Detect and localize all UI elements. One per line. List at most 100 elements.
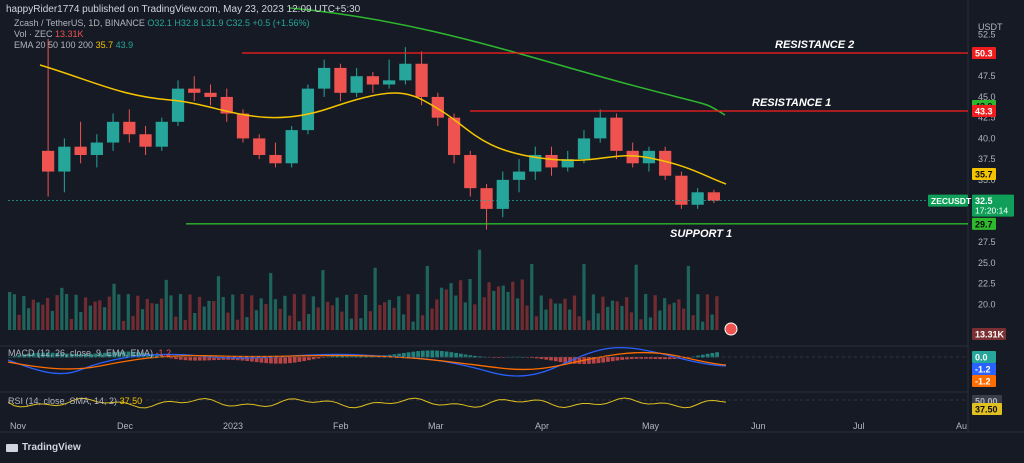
- volume-bar: [682, 308, 686, 330]
- macd-histogram-bar: [705, 353, 710, 358]
- support-badge-bg: [972, 217, 996, 230]
- macd-histogram-bar: [620, 357, 625, 360]
- macd-histogram-bar: [321, 357, 326, 358]
- volume-bar: [558, 303, 562, 330]
- resistance-2-badge: 50.3: [975, 48, 993, 58]
- volume-bar: [235, 319, 240, 330]
- macd-histogram-bar: [235, 357, 240, 361]
- macd-histogram-bar: [216, 357, 221, 360]
- macd-histogram-bar: [354, 355, 359, 358]
- volume-bar: [41, 304, 45, 330]
- time-axis-tick: Feb: [333, 421, 349, 431]
- macd-histogram-bar: [197, 357, 202, 361]
- volume-bar: [596, 313, 600, 330]
- volume-bar: [250, 295, 254, 330]
- candle-body: [691, 192, 704, 205]
- volume-bar: [468, 279, 472, 330]
- volume-legend[interactable]: Vol · ZEC 13.31K: [14, 29, 84, 39]
- price-axis-tick: 22.5: [978, 279, 996, 289]
- rsi-label: RSI (14, close, SMA, 14, 2): [8, 396, 118, 406]
- macd-histogram-bar: [292, 357, 297, 363]
- macd-histogram-bar: [663, 357, 667, 360]
- macd-histogram-bar: [435, 350, 439, 358]
- volume-bar: [83, 297, 88, 330]
- volume-bar: [311, 296, 316, 330]
- macd-histogram-bar: [202, 357, 207, 361]
- resistance-1-label: RESISTANCE 1: [752, 97, 831, 109]
- candle-body: [204, 92, 217, 97]
- macd-histogram-bar: [587, 357, 591, 364]
- rsi-legend[interactable]: RSI (14, close, SMA, 14, 2) 37.50: [8, 396, 142, 406]
- volume-bar: [435, 299, 439, 330]
- macd-histogram-bar: [74, 353, 79, 358]
- volume-bar: [582, 264, 586, 330]
- volume-bar: [302, 294, 306, 330]
- macd-zero-badge-bg: [972, 351, 996, 363]
- volume-bar: [112, 283, 116, 330]
- volume-bar: [425, 265, 429, 330]
- volume-bar: [121, 320, 126, 330]
- volume-bar: [231, 294, 235, 330]
- support-1-label: SUPPORT 1: [670, 228, 732, 240]
- macd-histogram-bar: [501, 357, 506, 358]
- macd-histogram-bar: [606, 357, 610, 362]
- macd-histogram-bar: [26, 353, 31, 358]
- macd-histogram-bar: [297, 357, 302, 362]
- macd-histogram-bar: [264, 357, 269, 364]
- macd-histogram-bar: [60, 353, 64, 358]
- macd-histogram-bar: [525, 357, 530, 358]
- macd-histogram-bar: [64, 353, 69, 358]
- volume-bar: [79, 311, 83, 330]
- volume-bar: [710, 314, 714, 330]
- macd-histogram-bar: [169, 357, 174, 359]
- volume-bar: [354, 294, 358, 330]
- volume-badge-bg: [972, 328, 1006, 340]
- macd-histogram-bar: [188, 357, 193, 361]
- macd-histogram-bar: [259, 357, 264, 363]
- macd-label: MACD (12, 26, close, 9, EMA, EMA): [8, 348, 154, 358]
- macd-histogram-bar: [553, 357, 558, 362]
- candle-body: [480, 188, 493, 209]
- candle-body: [496, 179, 509, 209]
- candle-body: [285, 130, 298, 164]
- volume-bar: [454, 295, 458, 330]
- volume-bar: [174, 316, 178, 330]
- macd-histogram-bar: [112, 352, 117, 358]
- macd-histogram-bar: [278, 357, 283, 364]
- time-axis-tick: Jun: [751, 421, 766, 431]
- symbol-legend[interactable]: Zcash / TetherUS, 1D, BINANCE O32.1 H32.…: [14, 18, 310, 28]
- macd-histogram-bar: [273, 357, 278, 364]
- volume-bar: [430, 308, 434, 330]
- macd-histogram-bar: [174, 357, 178, 360]
- candle-body: [139, 134, 152, 147]
- volume-bar: [705, 294, 710, 330]
- volume-bar: [644, 294, 648, 330]
- macd-histogram-bar: [178, 357, 183, 360]
- volume-bar: [8, 292, 12, 330]
- volume-bar: [577, 316, 581, 330]
- volume-bar: [487, 282, 491, 330]
- volume-bar: [553, 303, 558, 330]
- volume-bar: [634, 264, 638, 330]
- macd-histogram-bar: [240, 357, 245, 361]
- volume-bar: [55, 295, 59, 330]
- symbol-name[interactable]: Zcash / TetherUS, 1D, BINANCE: [14, 18, 145, 28]
- volume-event-icon[interactable]: [724, 322, 738, 336]
- volume-bar: [107, 296, 111, 330]
- macd-legend[interactable]: MACD (12, 26, close, 9, EMA, EMA) -1.2: [8, 348, 171, 358]
- candle-body: [659, 150, 672, 176]
- volume-bar: [492, 290, 496, 330]
- volume-bar: [169, 295, 173, 330]
- ema-legend[interactable]: EMA 20 50 100 200 35.7 43.9: [14, 40, 133, 50]
- tradingview-logo[interactable]: TradingView: [6, 442, 81, 453]
- macd-value-badge: -1.2: [975, 365, 991, 375]
- candle-body: [464, 154, 477, 189]
- last-price-badge-bg: [972, 194, 1014, 217]
- macd-value-badge-bg: [972, 363, 996, 375]
- volume-bar: [667, 304, 672, 330]
- volume-bar: [477, 249, 482, 330]
- macd-histogram-bar: [672, 357, 677, 359]
- macd-histogram-bar: [639, 357, 644, 359]
